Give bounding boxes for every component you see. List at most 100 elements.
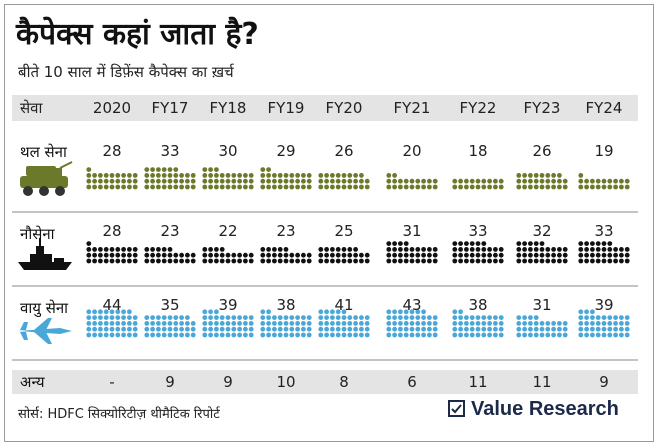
navy-dot [590, 241, 595, 247]
army-dot [578, 178, 584, 184]
navy-dot [156, 247, 161, 252]
airforce-dot [150, 326, 156, 332]
army-dot [202, 167, 208, 173]
navy-dot [464, 252, 469, 258]
army-dot-column [86, 167, 138, 190]
airforce-dot [219, 332, 225, 338]
airforce-dot [219, 321, 225, 326]
navy-dot [353, 258, 358, 264]
army-dot [347, 173, 353, 178]
airforce-dot [528, 332, 533, 338]
navy-dot [481, 241, 487, 247]
airforce-dot [86, 326, 92, 332]
check-box-icon [448, 400, 465, 417]
airforce-dot [167, 321, 173, 326]
army-dot [173, 178, 179, 184]
airforce-dot [516, 315, 522, 320]
navy-dot [481, 247, 487, 252]
airforce-dot [179, 332, 185, 338]
navy-dot [277, 252, 283, 258]
airforce-value: 38 [468, 296, 488, 314]
army-dot [341, 184, 347, 190]
row-label-navy: नौसेना [20, 225, 55, 243]
navy-dot [306, 258, 312, 264]
army-dot-column [452, 178, 504, 190]
airforce-value: 31 [532, 296, 552, 314]
airforce-dot [619, 332, 624, 338]
navy-dot [156, 258, 161, 264]
airforce-dot [272, 326, 277, 332]
airforce-dot [306, 326, 312, 332]
army-dot [167, 184, 173, 190]
navy-value: 23 [160, 222, 180, 240]
army-dot [167, 167, 173, 173]
army-dot [386, 184, 392, 190]
navy-dot [432, 247, 438, 252]
army-dot [219, 173, 225, 178]
navy-dot [578, 258, 584, 264]
other-value: 9 [223, 373, 233, 391]
airforce-dot [115, 326, 121, 332]
army-dot [190, 184, 196, 190]
airforce-dot [458, 332, 463, 338]
navy-dot [398, 247, 403, 252]
army-dot [173, 173, 179, 178]
airforce-dot [173, 315, 179, 320]
other-value: 9 [599, 373, 609, 391]
army-dot [219, 178, 225, 184]
airforce-dot [289, 326, 295, 332]
army-dot [283, 184, 289, 190]
army-dot [330, 184, 335, 190]
navy-dot [613, 258, 618, 264]
navy-dot [179, 258, 185, 264]
navy-dot [516, 258, 522, 264]
airforce-dot [103, 309, 109, 315]
navy-dot [452, 252, 458, 258]
airforce-dot [464, 321, 469, 326]
airforce-dot [260, 321, 266, 326]
navy-dot [144, 252, 150, 258]
army-dot [150, 167, 156, 173]
navy-dot [493, 252, 498, 258]
airforce-dot [487, 332, 492, 338]
airforce-dot [421, 321, 426, 326]
navy-dot [179, 252, 185, 258]
army-dot [551, 173, 556, 178]
navy-dot [590, 258, 595, 264]
army-dot [557, 184, 562, 190]
navy-dot [487, 247, 492, 252]
airforce-dot [432, 321, 438, 326]
airforce-dot [590, 315, 595, 320]
navy-dot [109, 247, 115, 252]
airforce-dot [493, 332, 498, 338]
army-dot [103, 184, 109, 190]
navy-dot [347, 247, 353, 252]
navy-dot [190, 252, 196, 258]
navy-dot [214, 247, 219, 252]
navy-dot [415, 247, 421, 252]
airforce-dot [208, 321, 214, 326]
airforce-dot [243, 332, 248, 338]
airforce-dot [283, 315, 289, 320]
navy-dot [219, 247, 225, 252]
airforce-dot [539, 321, 545, 326]
army-dot [539, 184, 545, 190]
airforce-dot [301, 315, 306, 320]
army-dot [190, 178, 196, 184]
airforce-dot [432, 315, 438, 320]
army-dot [364, 184, 370, 190]
navy-value: 22 [218, 222, 238, 240]
airforce-dot [109, 321, 115, 326]
army-dot [214, 184, 219, 190]
airforce-dot [386, 321, 392, 326]
airforce-dot [403, 309, 409, 315]
army-dot [260, 178, 266, 184]
army-dot [126, 173, 132, 178]
airforce-dot [185, 321, 190, 326]
airforce-dot [237, 326, 243, 332]
airforce-dot [318, 321, 324, 326]
airforce-dot [364, 315, 370, 320]
airforce-dot [386, 315, 392, 320]
airforce-dot [295, 326, 300, 332]
navy-dot [469, 241, 475, 247]
